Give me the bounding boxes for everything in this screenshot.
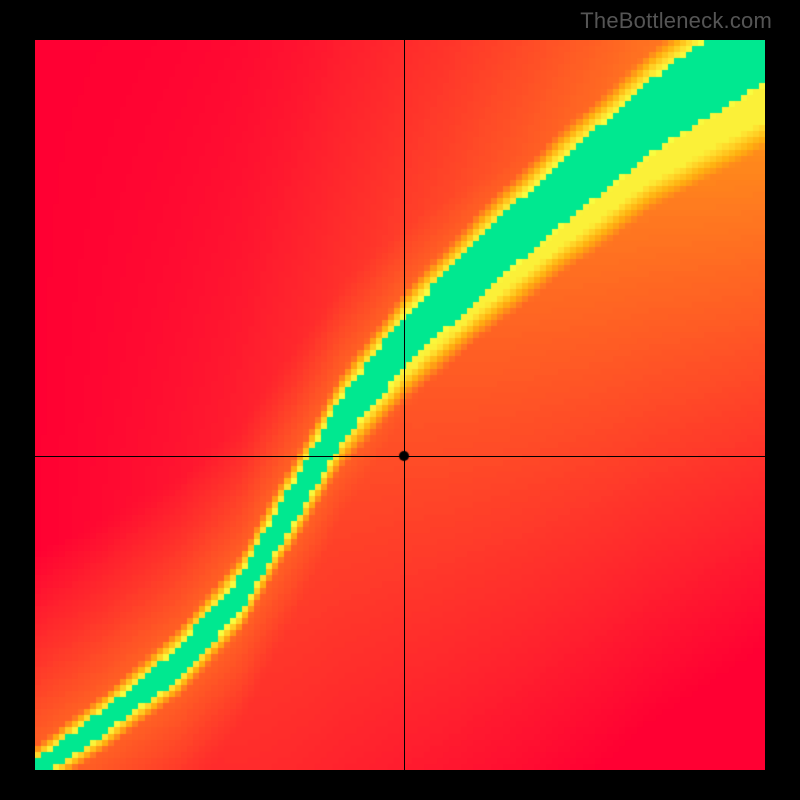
crosshair-horizontal: [35, 456, 765, 457]
heatmap-plot: [35, 40, 765, 770]
crosshair-vertical: [404, 40, 405, 770]
chart-container: TheBottleneck.com: [0, 0, 800, 800]
watermark-text: TheBottleneck.com: [580, 8, 772, 34]
heatmap-canvas: [35, 40, 765, 770]
